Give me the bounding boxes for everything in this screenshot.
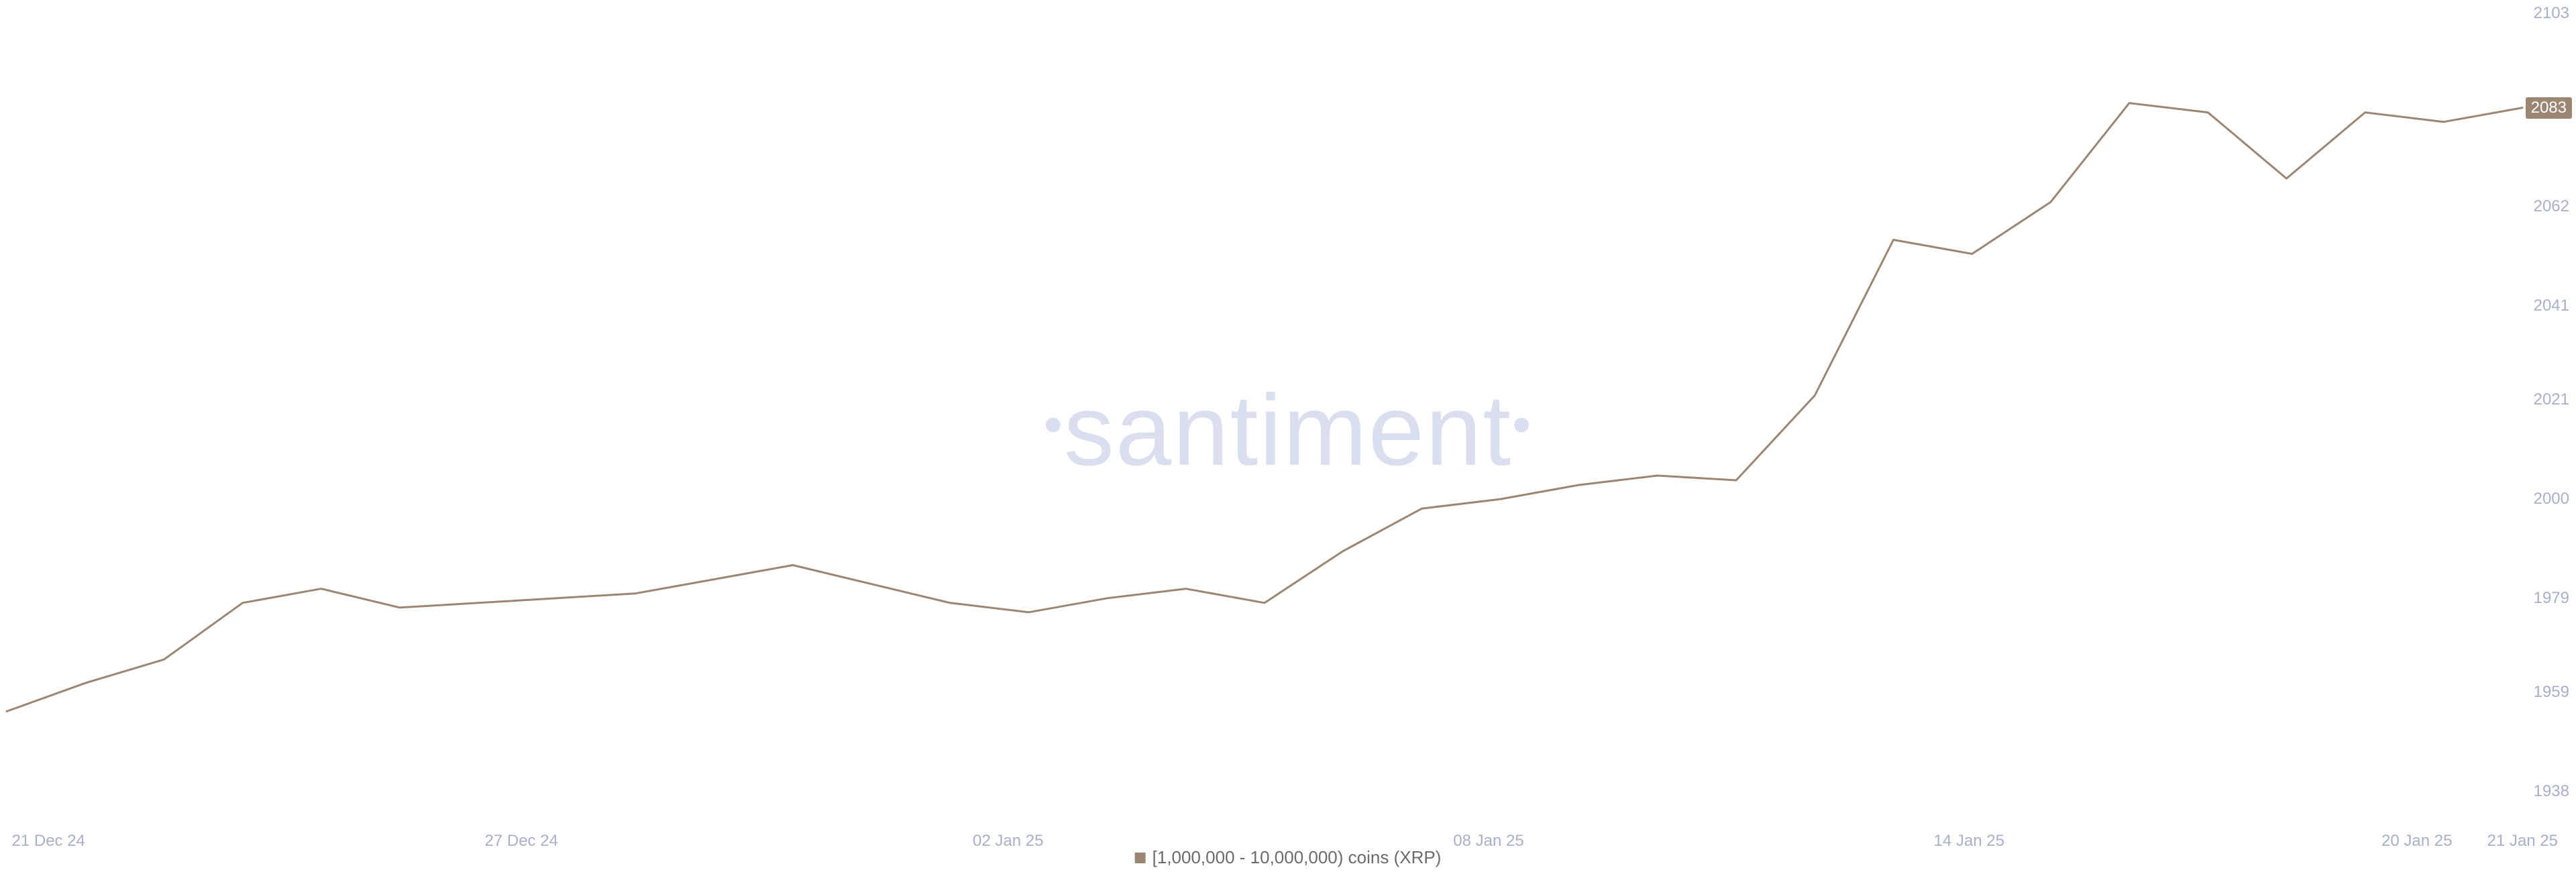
line-chart-svg [0,0,2576,872]
x-tick: 02 Jan 25 [973,832,1043,851]
y-tick: 2041 [2534,296,2569,315]
y-tick: 1979 [2534,589,2569,608]
legend-label: [1,000,000 - 10,000,000) coins (XRP) [1152,847,1442,868]
x-tick: 20 Jan 25 [2381,832,2452,851]
y-tick: 1959 [2534,683,2569,702]
y-axis: 1938 1959 1979 2000 2021 2041 2062 2083 2103 [2522,0,2576,872]
current-value-text: 2083 [2531,99,2567,117]
y-tick: 2000 [2534,490,2569,508]
legend: [1,000,000 - 10,000,000) coins (XRP) [1135,847,1442,868]
x-tick: 08 Jan 25 [1453,832,1523,851]
series-line [7,103,2522,712]
current-value-badge: 2083 [2526,97,2572,119]
y-tick: 2021 [2534,390,2569,409]
chart-container: •santiment• 1938195919792000202120412062… [0,0,2576,872]
x-tick: 21 Jan 25 [2487,832,2558,851]
x-tick: 14 Jan 25 [1934,832,2004,851]
y-tick: 1938 [2534,782,2569,801]
y-tick: 2103 [2534,4,2569,23]
legend-swatch [1135,853,1146,863]
x-tick: 27 Dec 24 [485,832,558,851]
y-tick: 2062 [2534,197,2569,216]
x-tick: 21 Dec 24 [12,832,85,851]
